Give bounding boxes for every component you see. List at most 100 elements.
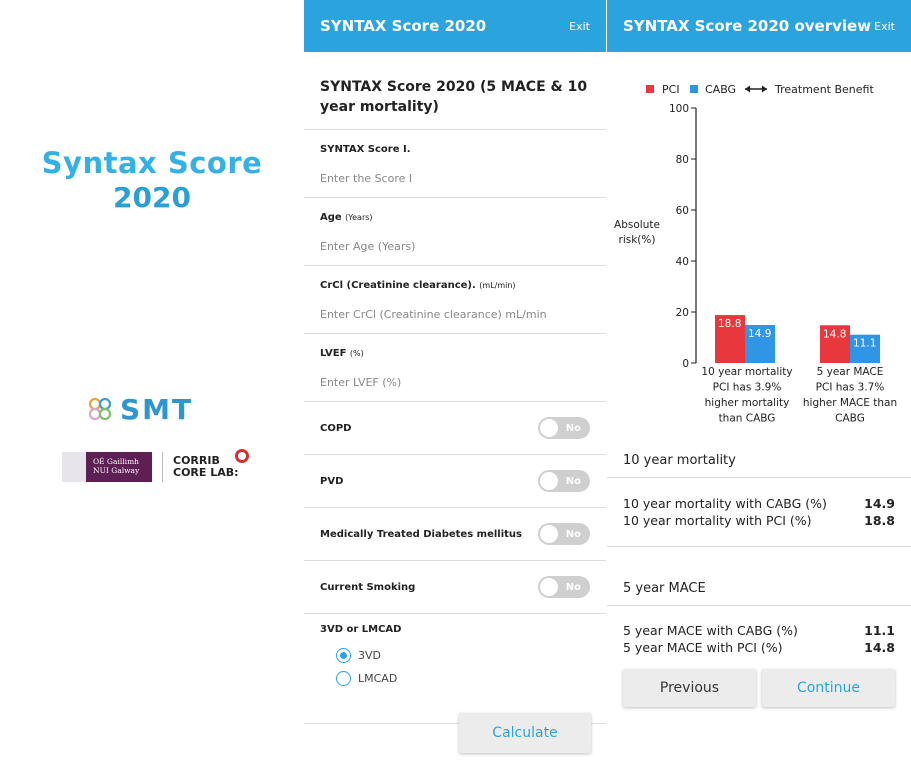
vessel-disease-group: 3VD or LMCAD 3VD LMCAD <box>304 614 606 724</box>
nuig-crest-icon <box>62 452 88 482</box>
field-label: Age <box>320 212 342 223</box>
copd-toggle[interactable]: No <box>538 417 590 439</box>
mace-pci-row: 5 year MACE with PCI (%) 14.8 <box>623 640 895 655</box>
radio-label: 3VD <box>358 649 381 662</box>
row-label: 10 year mortality with PCI (%) <box>623 513 812 528</box>
logo-line2: 2020 <box>113 181 191 215</box>
crcl-input[interactable]: Enter CrCl (Creatinine clearance) mL/min <box>320 308 547 321</box>
radio-lmcad[interactable]: LMCAD <box>336 671 590 686</box>
toggle-value: No <box>565 422 581 434</box>
logo-divider <box>162 452 163 482</box>
x-category-label: 5 year MACE <box>817 366 884 378</box>
overview-header-title: SYNTAX Score 2020 overview <box>623 17 872 35</box>
smoking-row: Current Smoking No <box>304 561 606 614</box>
legend-pci-label: PCI <box>662 83 680 96</box>
corrib-line2: CORE LAB: <box>173 466 239 479</box>
section-divider <box>607 477 911 478</box>
field-unit: (mL/min) <box>479 281 516 290</box>
x-category-label: than CABG <box>719 413 776 425</box>
overview-screen: SYNTAX Score 2020 overview Exit PCI CABG… <box>607 0 911 768</box>
crcl-field[interactable]: CrCl (Creatinine clearance). (mL/min) En… <box>304 266 606 334</box>
age-field[interactable]: Age (Years) Enter Age (Years) <box>304 198 606 266</box>
radio-label: LMCAD <box>358 672 398 685</box>
corrib-core-lab-logo: CORRIB CORE LAB: <box>173 449 249 479</box>
mortality-pci-row: 10 year mortality with PCI (%) 18.8 <box>623 513 895 528</box>
nuig-line2: NUI Galway <box>93 466 140 475</box>
calculate-button[interactable]: Calculate <box>459 713 591 753</box>
age-input[interactable]: Enter Age (Years) <box>320 240 416 253</box>
field-unit: (Years) <box>345 213 373 222</box>
section-divider <box>607 546 911 547</box>
mace-cabg-row: 5 year MACE with CABG (%) 11.1 <box>623 623 895 638</box>
y-axis-label-line2: risk(%) <box>619 234 656 246</box>
syntax-score-field[interactable]: SYNTAX Score I. Enter the Score I <box>304 130 606 198</box>
row-value: 14.9 <box>864 496 895 511</box>
diabetes-toggle[interactable]: No <box>538 523 590 545</box>
radio-3vd[interactable]: 3VD <box>336 648 590 663</box>
field-unit: (%) <box>349 349 364 358</box>
pci-bar-value-label: 18.8 <box>718 318 741 330</box>
overview-exit-button[interactable]: Exit <box>874 19 895 33</box>
toggle-knob <box>540 419 558 437</box>
corrib-line1: CORRIB <box>173 454 220 468</box>
form-app-bar: SYNTAX Score 2020 Exit <box>304 0 606 52</box>
splash-panel: Syntax Score 2020 SMT OÉ Gaillimh NUI Ga… <box>0 0 304 768</box>
mortality-cabg-row: 10 year mortality with CABG (%) 14.9 <box>623 496 895 511</box>
syntax-score-input[interactable]: Enter the Score I <box>320 172 413 185</box>
lvef-input[interactable]: Enter LVEF (%) <box>320 376 402 389</box>
smoking-toggle[interactable]: No <box>538 576 590 598</box>
field-label: SYNTAX Score I. <box>320 144 411 155</box>
lvef-field[interactable]: LVEF (%) Enter LVEF (%) <box>304 334 606 402</box>
cabg-bar <box>850 334 880 363</box>
risk-bar-chart: PCI CABG Treatment Benefit Absolute risk… <box>614 83 897 425</box>
y-tick-label: 80 <box>676 154 689 166</box>
toggle-value: No <box>565 528 581 540</box>
mace-section-title: 5 year MACE <box>623 581 706 596</box>
diabetes-row: Medically Treated Diabetes mellitus No <box>304 508 606 561</box>
double-arrow-icon <box>745 85 767 93</box>
y-tick-label: 60 <box>676 205 689 217</box>
logo-line1: Syntax Score <box>41 146 263 180</box>
pci-bar <box>820 325 850 363</box>
y-tick-label: 100 <box>669 103 689 115</box>
x-category-label: CABG <box>835 413 865 425</box>
diabetes-label: Medically Treated Diabetes mellitus <box>320 528 522 540</box>
smt-logo: SMT <box>86 392 193 426</box>
legend-benefit-label: Treatment Benefit <box>774 83 874 96</box>
overview-app-bar: SYNTAX Score 2020 overview Exit <box>607 0 911 52</box>
smt-flower-icon <box>88 397 112 421</box>
radio-unchecked-icon <box>336 671 351 686</box>
y-tick-label: 40 <box>676 256 689 268</box>
score-form-screen: SYNTAX Score 2020 Exit SYNTAX Score 2020… <box>304 0 606 768</box>
x-category-label: PCI has 3.7% <box>816 382 885 394</box>
y-tick-label: 0 <box>682 358 689 370</box>
pvd-label: PVD <box>320 475 344 487</box>
continue-button[interactable]: Continue <box>762 669 895 707</box>
row-label: 5 year MACE with PCI (%) <box>623 640 783 655</box>
toggle-knob <box>540 525 558 543</box>
legend-pci-swatch <box>646 85 654 93</box>
cabg-bar-value-label: 11.1 <box>853 338 876 350</box>
pci-bar <box>715 315 745 363</box>
toggle-value: No <box>565 581 581 593</box>
corrib-ring-icon <box>234 449 249 464</box>
cabg-bar <box>745 325 775 363</box>
legend-cabg-swatch <box>690 85 698 93</box>
pvd-toggle[interactable]: No <box>538 470 590 492</box>
vessel-disease-label: 3VD or LMCAD <box>320 624 402 635</box>
field-label: CrCl (Creatinine clearance). <box>320 280 476 291</box>
previous-button[interactable]: Previous <box>623 669 756 707</box>
radio-checked-icon <box>336 648 351 663</box>
y-tick-label: 20 <box>676 307 689 319</box>
form-exit-button[interactable]: Exit <box>569 19 590 33</box>
field-label: LVEF <box>320 348 347 359</box>
y-axis-label-line1: Absolute <box>614 219 660 231</box>
x-category-label: 10 year mortality <box>701 366 792 378</box>
form-heading: SYNTAX Score 2020 (5 MACE & 10 year mort… <box>304 52 606 130</box>
cabg-bar-value-label: 14.9 <box>748 328 771 340</box>
nui-galway-logo: OÉ Gaillimh NUI Galway <box>62 452 152 482</box>
toggle-knob <box>540 578 558 596</box>
smoking-label: Current Smoking <box>320 581 416 593</box>
section-divider <box>607 605 911 606</box>
smt-label: SMT <box>120 392 194 426</box>
